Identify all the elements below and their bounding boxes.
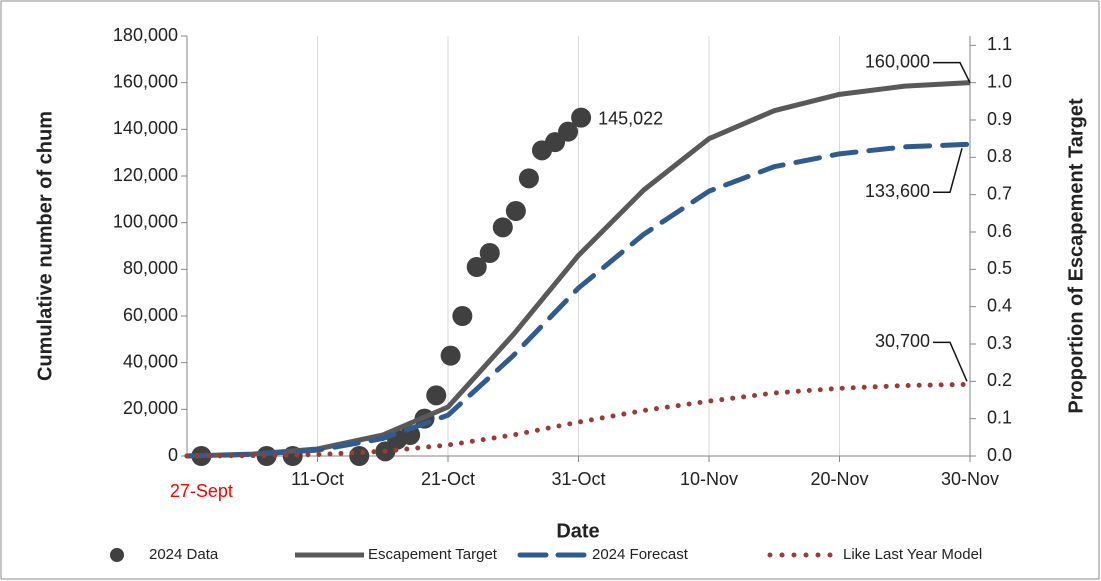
y2-tick-label: 0.9 xyxy=(987,109,1012,129)
y-tick-label: 100,000 xyxy=(113,211,178,231)
y-tick-label: 60,000 xyxy=(123,305,178,325)
x-tick-label: 31-Oct xyxy=(551,469,605,489)
data-point xyxy=(479,243,500,263)
y2-tick-label: 0.8 xyxy=(987,146,1012,166)
data-point xyxy=(466,257,487,277)
y2-tick-label: 0.0 xyxy=(987,445,1012,465)
y2-tick-label: 1.1 xyxy=(987,34,1012,54)
value-label: 133,600 xyxy=(865,181,930,201)
y-tick-label: 180,000 xyxy=(113,25,178,45)
legend-marker xyxy=(110,548,124,562)
x-tick-label: 11-Oct xyxy=(291,469,344,489)
data-point xyxy=(440,345,461,366)
y2-tick-label: 0.2 xyxy=(987,370,1012,390)
series-line xyxy=(184,141,973,459)
y-tick-label: 0 xyxy=(168,445,178,465)
legend-label: 2024 Data xyxy=(149,546,219,563)
y-tick-label: 160,000 xyxy=(113,71,178,91)
start-label: 27-Sept xyxy=(170,481,233,501)
data-point xyxy=(426,385,447,406)
y2-tick-label: 0.3 xyxy=(987,333,1012,353)
y2-tick-label: 0.6 xyxy=(987,221,1012,241)
y2-tick-label: 0.4 xyxy=(987,295,1012,315)
legend-label: Like Last Year Model xyxy=(843,546,982,563)
data-point xyxy=(518,168,539,189)
y-tick-label: 140,000 xyxy=(113,118,178,138)
leader-line xyxy=(933,341,968,382)
y2-tick-label: 1.0 xyxy=(987,71,1012,91)
y-tick-label: 20,000 xyxy=(123,398,178,418)
leader-line xyxy=(933,61,971,84)
x-tick-label: 20-Nov xyxy=(810,469,868,489)
data-point xyxy=(492,217,513,238)
leader-line xyxy=(933,148,963,194)
y2-tick-label: 0.1 xyxy=(987,407,1012,427)
data-point xyxy=(571,107,592,128)
data-point xyxy=(558,121,579,142)
data-point xyxy=(349,446,370,466)
legend-label: Escapement Target xyxy=(368,546,498,563)
y2-tick-label: 0.7 xyxy=(987,183,1012,203)
y2-axis-title: Proportion of Escapement Target xyxy=(1065,98,1087,414)
y-axis-title: Cumulative number of chum xyxy=(34,111,56,381)
x-tick-label: 21-Oct xyxy=(421,469,475,489)
x-tick-label: 30-Nov xyxy=(941,469,999,489)
y-tick-label: 120,000 xyxy=(113,165,178,185)
data-point xyxy=(452,306,473,326)
legend-label: 2024 Forecast xyxy=(592,546,689,563)
value-label: 30,700 xyxy=(875,331,930,351)
data-point xyxy=(505,201,526,221)
value-label: 160,000 xyxy=(865,51,930,71)
y-tick-label: 80,000 xyxy=(123,258,178,278)
x-axis-title: Date xyxy=(556,520,599,542)
value-label: 145,022 xyxy=(598,108,663,128)
y-tick-label: 40,000 xyxy=(123,351,178,371)
x-tick-label: 10-Nov xyxy=(680,469,738,489)
y2-tick-label: 0.5 xyxy=(987,258,1012,278)
series-line xyxy=(184,381,973,459)
